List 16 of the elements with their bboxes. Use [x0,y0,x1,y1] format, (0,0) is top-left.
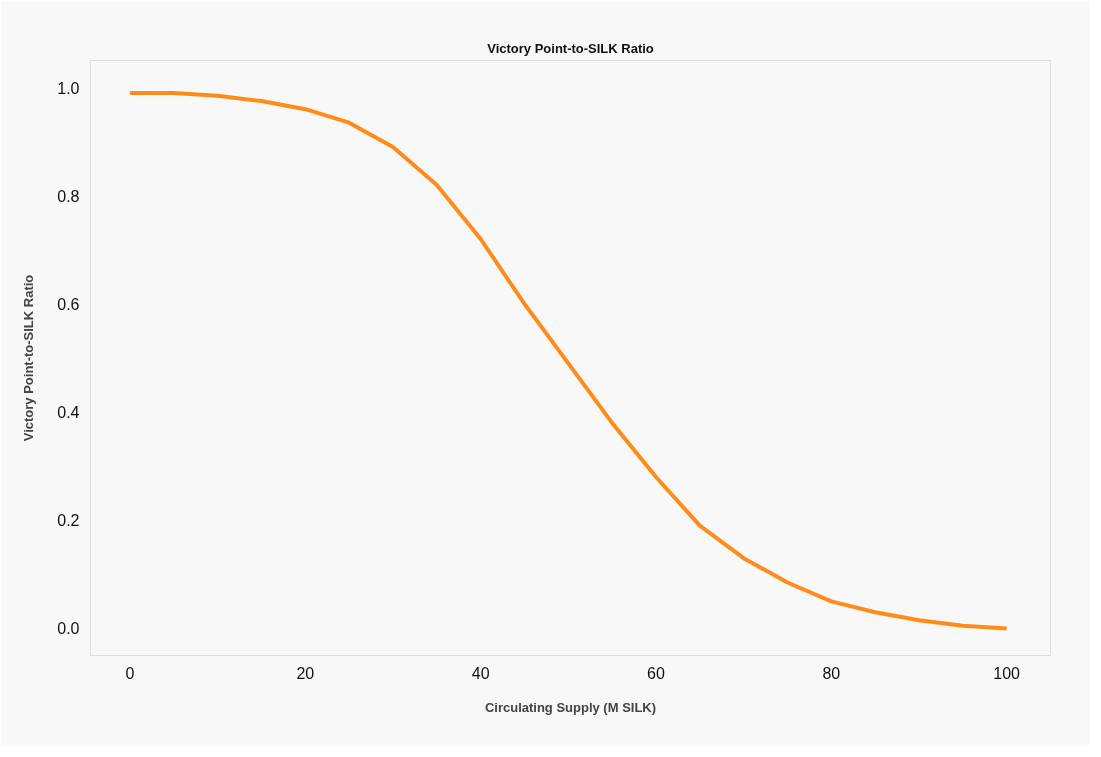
x-tick-label: 40 [471,664,490,682]
line-series [127,90,1009,631]
y-tick-label: 0.6 [57,295,80,313]
y-axis-title: Victory Point-to-SILK Ratio [21,274,37,442]
y-tick-label: 1.0 [57,79,80,97]
y-tick-label: 0.0 [57,620,80,638]
y-tick-label: 0.8 [57,187,80,205]
y-tick-label: 0.2 [57,512,80,530]
x-tick-label: 80 [822,664,841,682]
x-tick-label: 100 [993,664,1021,682]
x-axis-title: Circulating Supply (M SILK) [484,699,657,715]
x-tick-label: 60 [647,664,665,682]
y-tick-label: 0.4 [57,404,80,422]
x-tick-label: 20 [296,664,315,682]
x-tick-label: 0 [125,664,135,682]
chart-title: Victory Point-to-SILK Ratio [487,40,654,56]
